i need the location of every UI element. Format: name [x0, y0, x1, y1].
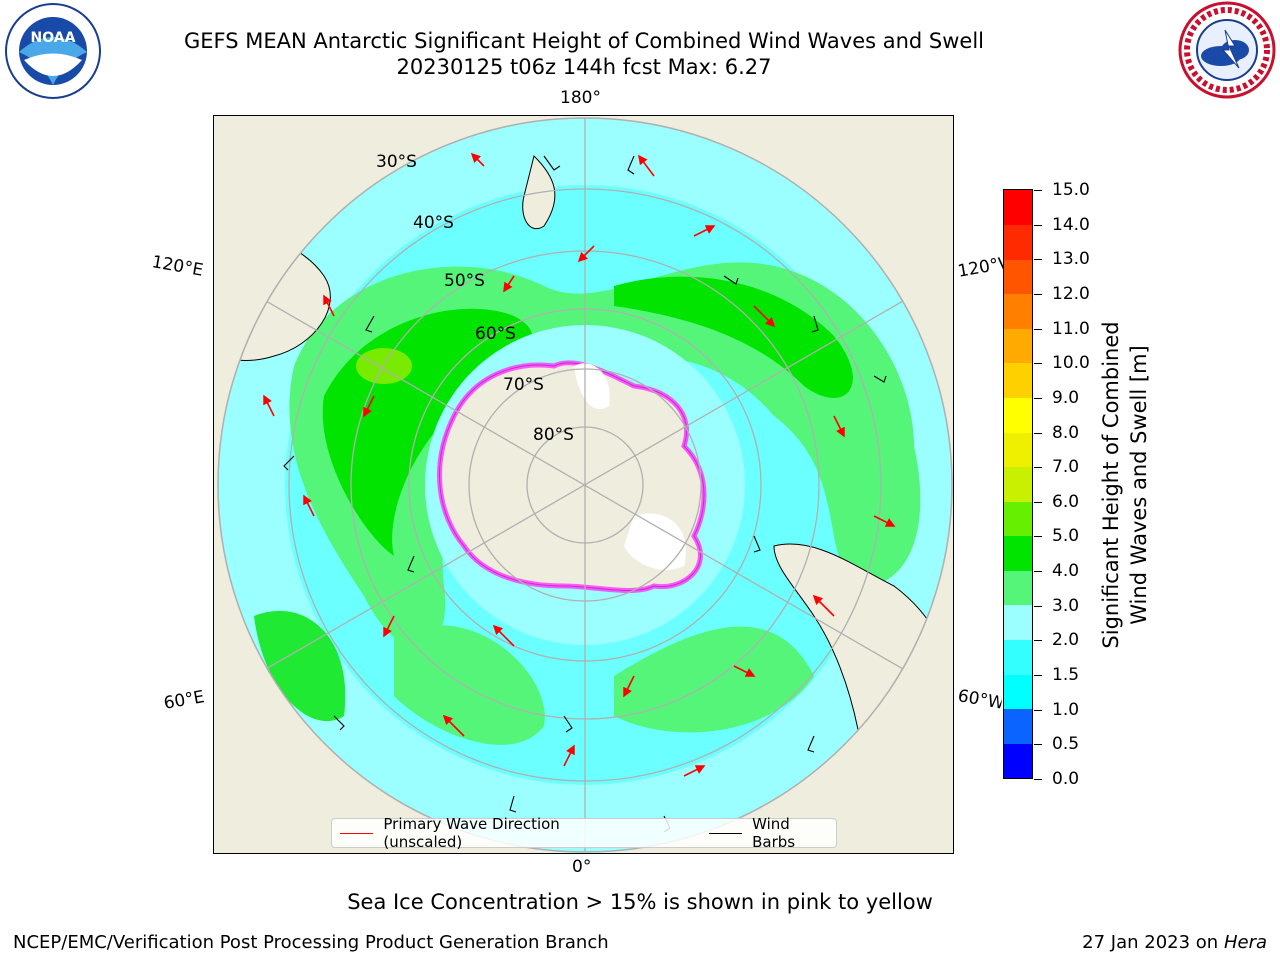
- colorbar-tick: [1034, 779, 1042, 780]
- colorbar-label: Significant Height of Combined Wind Wave…: [1097, 321, 1153, 648]
- colorbar-tick-label: 10.0: [1052, 353, 1090, 374]
- footer-credit: NCEP/EMC/Verification Post Processing Pr…: [13, 932, 609, 953]
- colorbar-tick: [1034, 605, 1042, 607]
- chart-title: GEFS MEAN Antarctic Significant Height o…: [183, 29, 985, 53]
- colorbar-segment: [1004, 743, 1032, 779]
- wave-patch-south: [394, 625, 545, 745]
- noaa-logo-icon: NOAA: [5, 3, 101, 99]
- colorbar-tick: [1034, 224, 1042, 226]
- colorbar-segment: [1004, 190, 1032, 225]
- colorbar-label-line2: Wind Waves and Swell [m]: [1127, 345, 1151, 625]
- colorbar-segment: [1004, 535, 1032, 571]
- colorbar-tick: [1034, 640, 1042, 642]
- colorbar-tick: [1034, 328, 1042, 330]
- colorbar-tick: [1034, 675, 1042, 677]
- polar-map: [214, 116, 953, 853]
- lat-label-40s: 40°S: [413, 213, 454, 233]
- colorbar-segment: [1004, 293, 1032, 329]
- ice-shelf-ross: [574, 363, 610, 410]
- map-legend: Primary Wave Direction (unscaled) Wind B…: [331, 815, 837, 851]
- wind-barb-key: [708, 832, 743, 834]
- colorbar-segment: [1004, 501, 1032, 537]
- colorbar: [1003, 189, 1033, 779]
- wave-direction-label: Primary Wave Direction (unscaled): [383, 815, 560, 851]
- map-area: [213, 115, 954, 854]
- colorbar-segment: [1004, 224, 1032, 260]
- colorbar-segment: [1004, 708, 1032, 744]
- wave-direction-arrows: [263, 152, 896, 777]
- footer-date: 27 Jan 2023 on Hera: [1082, 932, 1267, 953]
- colorbar-tick: [1034, 536, 1042, 538]
- sea-ice-note: Sea Ice Concentration > 15% is shown in …: [347, 890, 933, 914]
- colorbar-segment: [1004, 328, 1032, 364]
- colorbar-tick-label: 7.0: [1052, 457, 1080, 478]
- lat-label-30s: 30°S: [376, 152, 417, 172]
- lat-label-60s: 60°S: [475, 324, 516, 344]
- lon-label-120w: 120°W: [956, 254, 1006, 282]
- lon-label-120e: 120°E: [150, 252, 205, 281]
- colorbar-tick-label: 2.0: [1052, 630, 1080, 651]
- colorbar-tick: [1034, 293, 1042, 295]
- colorbar-tick-label: 13.0: [1052, 249, 1090, 270]
- colorbar-tick: [1034, 363, 1042, 365]
- graticule: [218, 118, 952, 852]
- lat-label-70s: 70°S: [503, 375, 544, 395]
- colorbar-tick-label: 4.0: [1052, 561, 1080, 582]
- colorbar-tick: [1034, 501, 1042, 503]
- colorbar-segment: [1004, 639, 1032, 675]
- sea-ice-edge: [437, 360, 707, 593]
- colorbar-segment: [1004, 466, 1032, 502]
- colorbar-tick-label: 11.0: [1052, 318, 1090, 339]
- colorbar-tick-label: 12.0: [1052, 283, 1090, 304]
- colorbar-segment: [1004, 605, 1032, 641]
- colorbar-segment: [1004, 362, 1032, 398]
- colorbar-tick-label: 14.0: [1052, 214, 1090, 235]
- colorbar-tick-label: 6.0: [1052, 491, 1080, 512]
- colorbar-segment: [1004, 397, 1032, 433]
- colorbar-tick: [1034, 709, 1042, 711]
- colorbar-segment: [1004, 259, 1032, 295]
- colorbar-tick-label: 9.0: [1052, 387, 1080, 408]
- colorbar-label-line1: Significant Height of Combined: [1099, 321, 1123, 649]
- lat-label-80s: 80°S: [533, 425, 574, 445]
- ice-shelf-weddell: [624, 513, 686, 570]
- colorbar-tick-label: 0.0: [1052, 769, 1080, 789]
- nws-logo-icon: [1178, 1, 1276, 99]
- lat-label-50s: 50°S: [444, 271, 485, 291]
- lon-label-60e: 60°E: [162, 687, 206, 714]
- colorbar-tick: [1034, 397, 1042, 399]
- colorbar-tick: [1034, 259, 1042, 261]
- wave-direction-key: [340, 832, 374, 834]
- wave-belt-4m-east: [614, 276, 853, 398]
- footer-date-text: 27 Jan 2023 on: [1082, 932, 1224, 953]
- chart-subtitle: 20230125 t06z 144h fcst Max: 6.27: [396, 55, 772, 79]
- colorbar-segment: [1004, 674, 1032, 710]
- colorbar-tick-label: 1.5: [1052, 665, 1080, 686]
- lon-label-180: 180°: [560, 88, 601, 108]
- colorbar-tick: [1034, 190, 1042, 191]
- colorbar-tick: [1034, 571, 1042, 573]
- colorbar-tick-label: 3.0: [1052, 595, 1080, 616]
- colorbar-tick-label: 15.0: [1052, 180, 1090, 200]
- colorbar-tick: [1034, 467, 1042, 469]
- colorbar-segment: [1004, 432, 1032, 468]
- wind-barb-label: Wind Barbs: [752, 815, 796, 851]
- colorbar-tick-label: 5.0: [1052, 526, 1080, 547]
- footer-host: Hera: [1223, 932, 1267, 953]
- colorbar-tick: [1034, 744, 1042, 746]
- lon-label-60w: 60°W: [956, 686, 1004, 714]
- colorbar-tick-label: 0.5: [1052, 734, 1080, 755]
- noaa-logo-text: NOAA: [31, 30, 76, 46]
- colorbar-tick-label: 1.0: [1052, 699, 1080, 720]
- colorbar-tick: [1034, 432, 1042, 434]
- lon-label-0: 0°: [572, 857, 592, 877]
- colorbar-tick-label: 8.0: [1052, 422, 1080, 443]
- colorbar-segment: [1004, 570, 1032, 606]
